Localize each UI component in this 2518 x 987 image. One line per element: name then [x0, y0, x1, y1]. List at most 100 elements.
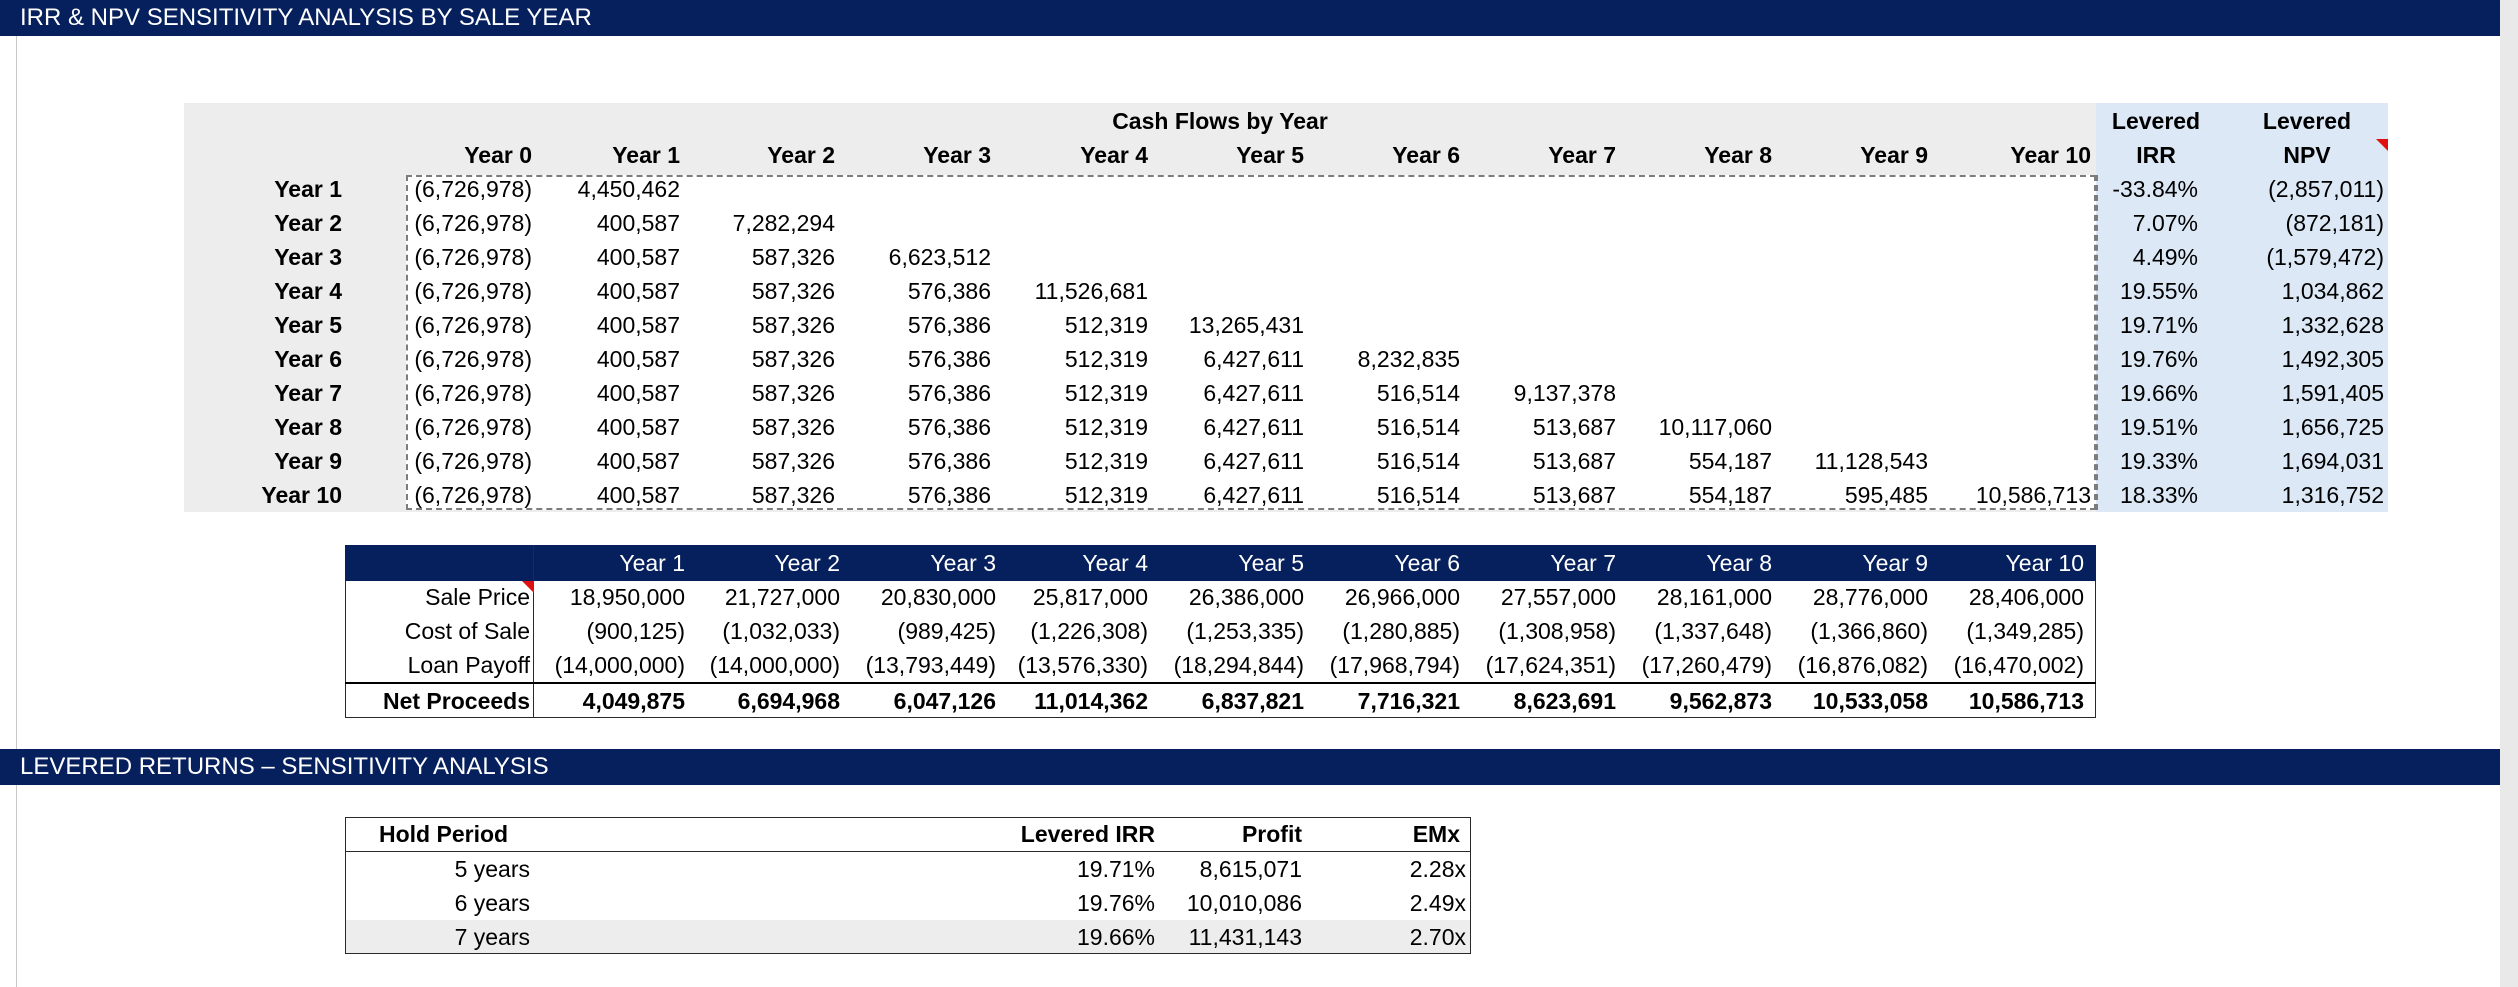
irr-header-line1: Levered — [2111, 108, 2201, 134]
proceeds-cell: (1,349,285) — [1966, 618, 2084, 644]
proceeds-row-label: Net Proceeds — [382, 688, 530, 714]
row-label: Year 9 — [274, 448, 342, 474]
section-header-sensitivity: IRR & NPV SENSITIVITY ANALYSIS BY SALE Y… — [0, 0, 2500, 36]
hold-period-cell: 7 years — [454, 924, 530, 950]
levered-irr-cell: 19.33% — [2119, 448, 2198, 474]
proceeds-total-border — [345, 682, 2096, 684]
profit-cell: 10,010,086 — [1186, 890, 1302, 916]
sensitivity-columns-background — [2096, 103, 2388, 512]
cashflow-selection-range — [406, 175, 2096, 510]
proceeds-cell: (1,253,335) — [1186, 618, 1304, 644]
cashflow-cell: 7,282,294 — [732, 210, 835, 236]
levered-npv-cell: (2,857,011) — [2268, 176, 2384, 202]
proceeds-row-label: Cost of Sale — [404, 618, 530, 644]
proceeds-cell: (1,226,308) — [1030, 618, 1148, 644]
profit-cell: 8,615,071 — [1199, 856, 1302, 882]
cashflow-cell: 10,586,713 — [1975, 482, 2091, 508]
cashflow-cell: (6,726,978) — [414, 380, 532, 406]
levered-irr-cell: 7.07% — [2132, 210, 2198, 236]
profit-header: Profit — [1241, 821, 1302, 847]
column-border — [16, 0, 17, 987]
cashflow-cell: (6,726,978) — [414, 414, 532, 440]
levered-irr-cell: 19.66% — [1076, 924, 1155, 950]
proceeds-column-header: Year 5 — [1238, 550, 1304, 576]
column-header: Year 6 — [1392, 142, 1460, 168]
levered-npv-cell: 1,656,725 — [2281, 414, 2384, 440]
comment-indicator-icon[interactable] — [2376, 139, 2388, 151]
cashflow-cell: 512,319 — [1064, 482, 1148, 508]
levered-npv-cell: 1,591,405 — [2281, 380, 2384, 406]
cashflow-cell: 10,117,060 — [1658, 414, 1772, 440]
proceeds-cell: 9,562,873 — [1669, 688, 1772, 714]
comment-indicator-icon[interactable] — [522, 581, 534, 593]
row-label: Year 7 — [274, 380, 342, 406]
section-title: LEVERED RETURNS – SENSITIVITY ANALYSIS — [20, 753, 549, 780]
proceeds-cell: (1,032,033) — [722, 618, 840, 644]
proceeds-cell: (17,968,794) — [1329, 652, 1460, 678]
cashflow-cell: 6,427,611 — [1203, 380, 1304, 406]
cashflow-cell: 516,514 — [1376, 448, 1460, 474]
cashflow-cell: (6,726,978) — [414, 244, 532, 270]
levered-npv-cell: 1,034,862 — [2281, 278, 2384, 304]
hold-period-header: Hold Period — [379, 821, 509, 847]
proceeds-column-header: Year 1 — [619, 550, 685, 576]
proceeds-column-header: Year 7 — [1550, 550, 1616, 576]
cashflow-cell: 400,587 — [596, 414, 680, 440]
cashflow-cell: 13,265,431 — [1188, 312, 1304, 338]
row-label: Year 2 — [274, 210, 342, 236]
row-label: Year 10 — [261, 482, 342, 508]
proceeds-cell: 18,950,000 — [569, 584, 685, 610]
returns-row-shade — [346, 920, 1470, 953]
proceeds-column-header: Year 4 — [1082, 550, 1148, 576]
cashflow-cell: 512,319 — [1064, 312, 1148, 338]
cashflow-cell: 587,326 — [751, 244, 835, 270]
proceeds-cell: (14,000,000) — [709, 652, 840, 678]
proceeds-cell: 28,776,000 — [1812, 584, 1928, 610]
cashflow-cell: 576,386 — [907, 380, 991, 406]
cashflow-cell: 9,137,378 — [1513, 380, 1616, 406]
proceeds-cell: 25,817,000 — [1032, 584, 1148, 610]
cashflow-cell: (6,726,978) — [414, 278, 532, 304]
irr-header-line2: IRR — [2136, 142, 2176, 168]
cashflow-cell: 576,386 — [907, 482, 991, 508]
proceeds-cell: (1,366,860) — [1810, 618, 1928, 644]
cashflow-cell: 576,386 — [907, 448, 991, 474]
cashflow-cell: 516,514 — [1376, 482, 1460, 508]
emx-header: EMx — [1412, 821, 1460, 847]
proceeds-table — [345, 581, 2096, 718]
cashflow-cell: 587,326 — [751, 346, 835, 372]
column-header: Year 2 — [767, 142, 835, 168]
npv-header-line2: NPV — [2283, 142, 2331, 168]
proceeds-cell: 10,533,058 — [1812, 688, 1928, 714]
levered-irr-cell: 18.33% — [2119, 482, 2198, 508]
cashflow-cell: 512,319 — [1064, 346, 1148, 372]
proceeds-row-label: Sale Price — [425, 584, 530, 610]
proceeds-cell: (14,000,000) — [554, 652, 685, 678]
levered-npv-cell: 1,694,031 — [2281, 448, 2384, 474]
column-header: Year 5 — [1236, 142, 1304, 168]
proceeds-column-header: Year 9 — [1862, 550, 1928, 576]
proceeds-cell: (1,280,885) — [1342, 618, 1460, 644]
proceeds-cell: 28,406,000 — [1968, 584, 2084, 610]
cashflow-cell: 400,587 — [596, 312, 680, 338]
proceeds-column-header: Year 2 — [774, 550, 840, 576]
levered-irr-cell: 19.71% — [2119, 312, 2198, 338]
proceeds-cell: (16,470,002) — [1953, 652, 2084, 678]
column-header: Year 7 — [1548, 142, 1616, 168]
cashflow-cell: (6,726,978) — [414, 346, 532, 372]
sheet-margin — [2500, 0, 2518, 987]
section-header-returns: LEVERED RETURNS – SENSITIVITY ANALYSIS — [0, 749, 2500, 785]
cashflow-cell: 11,526,681 — [1034, 278, 1148, 304]
cashflow-cell: 595,485 — [1844, 482, 1928, 508]
cashflow-cell: 6,427,611 — [1203, 346, 1304, 372]
section-title: IRR & NPV SENSITIVITY ANALYSIS BY SALE Y… — [20, 4, 592, 31]
cashflow-cell: 513,687 — [1532, 414, 1616, 440]
hold-period-cell: 6 years — [454, 890, 530, 916]
cashflow-cell: 8,232,835 — [1357, 346, 1460, 372]
cashflow-cell: 587,326 — [751, 380, 835, 406]
levered-irr-cell: -33.84% — [2112, 176, 2198, 202]
levered-irr-cell: 19.76% — [1076, 890, 1155, 916]
cashflow-cell: 513,687 — [1532, 482, 1616, 508]
row-label: Year 1 — [274, 176, 342, 202]
